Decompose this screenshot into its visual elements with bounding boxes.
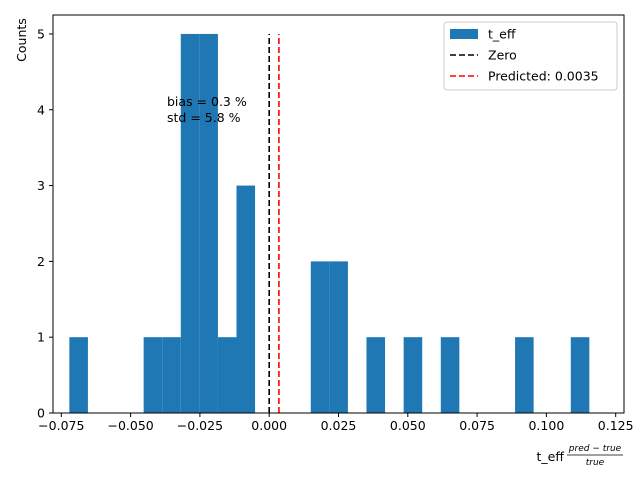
histogram-bar — [440, 337, 460, 413]
x-tick-label: 0.125 — [598, 418, 634, 433]
histogram-bar — [366, 337, 386, 413]
stats-annotation: bias = 0.3 % std = 5.8 % — [167, 94, 247, 125]
histogram-bar — [403, 337, 423, 413]
histogram-bar — [217, 337, 237, 413]
histogram-bar — [236, 185, 256, 413]
x-tick-label: 0.025 — [321, 418, 357, 433]
x-tick-label: −0.075 — [38, 418, 84, 433]
x-tick-label: 0.000 — [251, 418, 287, 433]
y-tick-label: 5 — [37, 26, 45, 41]
y-tick-label: 4 — [37, 102, 45, 117]
legend-entry-label: Predicted: 0.0035 — [488, 69, 599, 84]
histogram-bar — [69, 337, 88, 413]
legend-patch-t-eff — [450, 29, 478, 39]
histogram-bar — [180, 33, 200, 413]
x-tick-label: −0.025 — [177, 418, 223, 433]
histogram-bar — [570, 337, 590, 413]
x-axis-label-fraction-denominator: true — [586, 458, 605, 468]
histogram-bar — [329, 261, 348, 413]
x-axis-ticks: −0.075 −0.050 −0.025 0.000 0.025 0.050 0.075 0.… — [38, 413, 634, 433]
histogram-bar — [162, 337, 181, 413]
x-tick-label: 0.075 — [459, 418, 495, 433]
y-axis-label: Counts — [14, 18, 29, 62]
y-axis-ticks: 0 1 2 3 4 5 — [37, 26, 53, 421]
y-tick-label: 0 — [37, 406, 45, 421]
histogram-bar — [199, 33, 218, 413]
bias-annotation: bias = 0.3 % — [167, 94, 247, 109]
legend-box — [443, 21, 618, 91]
x-tick-label: −0.050 — [107, 418, 153, 433]
legend-entry-label: t_eff — [488, 27, 516, 42]
y-tick-label: 3 — [37, 178, 45, 193]
histogram-bar — [143, 337, 163, 413]
x-axis-label: t_eff pred − true true — [537, 444, 623, 468]
x-tick-label: 0.100 — [528, 418, 564, 433]
x-axis-label-prefix: t_eff — [537, 449, 565, 464]
reference-lines — [268, 33, 280, 413]
x-axis-label-fraction-numerator: pred − true — [568, 444, 622, 454]
y-tick-label: 2 — [37, 254, 45, 269]
histogram-bar — [310, 261, 330, 413]
histogram-bars — [69, 33, 590, 413]
legend: t_eff Zero Predicted: 0.0035 — [443, 21, 618, 91]
histogram-bar — [515, 337, 534, 413]
y-tick-label: 1 — [37, 330, 45, 345]
x-tick-label: 0.050 — [390, 418, 426, 433]
std-annotation: std = 5.8 % — [167, 110, 241, 125]
legend-entry-label: Zero — [488, 48, 517, 63]
